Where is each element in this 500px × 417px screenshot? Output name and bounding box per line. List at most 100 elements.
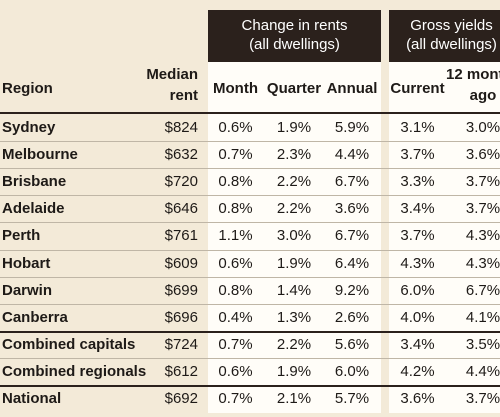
cell: 3.5% (465, 335, 500, 353)
cell: 0.7% (218, 146, 253, 164)
cell: 0.7% (218, 390, 253, 407)
cell: 6.0% (334, 362, 370, 380)
cell: 3.3% (400, 173, 435, 191)
cell: 4.4% (334, 146, 370, 164)
cell: 3.0% (276, 227, 312, 245)
row-rule (0, 168, 500, 170)
cell: 6.0% (400, 281, 435, 299)
cell: $699 (164, 281, 198, 299)
group-header: Gross yields (all dwellings) (389, 10, 500, 62)
cell: 3.6% (465, 146, 500, 164)
cell: $646 (164, 200, 198, 218)
row-label: Adelaide (2, 200, 65, 218)
header-rule (0, 112, 500, 114)
cell: 4.3% (400, 254, 435, 272)
cell: $612 (164, 362, 198, 380)
cell: 3.7% (400, 227, 435, 245)
row-rule (0, 357, 500, 359)
cell: 4.2% (400, 362, 435, 380)
row-rule (0, 303, 500, 305)
column-header: Current (390, 80, 445, 97)
cell: 3.7% (465, 173, 500, 191)
cell: 2.2% (276, 173, 312, 191)
data-panel (389, 62, 500, 414)
row-label: Sydney (2, 119, 56, 136)
cell: 0.6% (218, 362, 253, 380)
column-header: Month (213, 80, 258, 97)
row-rule (0, 385, 500, 387)
cell: 3.6% (400, 390, 435, 407)
column-header: Region (2, 80, 53, 97)
row-rule (0, 141, 500, 143)
column-header: Annual (326, 80, 378, 97)
cell: 3.4% (400, 200, 435, 218)
cell: 0.8% (218, 173, 253, 191)
row-label: Combined capitals (2, 335, 136, 353)
cell: 3.0% (465, 119, 500, 136)
cell: 9.2% (334, 281, 370, 299)
row-rule (0, 330, 500, 333)
cell: 3.7% (465, 390, 500, 407)
cell: 0.6% (218, 254, 253, 272)
column-header: 12 months (446, 66, 500, 83)
cell: 5.7% (334, 390, 370, 407)
cell: $724 (164, 335, 198, 353)
group-header-line: (all dwellings) (249, 36, 340, 53)
column-header: ago (469, 87, 497, 104)
column-header: Quarter (266, 80, 322, 97)
cell: $720 (164, 173, 198, 191)
cell: 1.1% (218, 227, 253, 245)
cell: $609 (164, 254, 198, 272)
cell: 0.7% (218, 335, 253, 353)
cell: 2.6% (334, 308, 370, 326)
cell: 3.7% (400, 146, 435, 164)
column-header: Median (146, 66, 198, 83)
group-header-line: Change in rents (241, 17, 348, 34)
cell: 1.9% (276, 362, 312, 380)
cell: 0.8% (218, 281, 253, 299)
cell: 6.7% (465, 281, 500, 299)
cell: 4.4% (465, 362, 500, 380)
row-label: Combined regionals (2, 362, 147, 380)
cell: 3.7% (465, 200, 500, 218)
cell: 2.3% (276, 146, 312, 164)
cell: $824 (164, 119, 198, 136)
cell: 5.6% (334, 335, 370, 353)
cell: 2.2% (276, 200, 312, 218)
cell: 4.1% (465, 308, 500, 326)
cell: 1.3% (276, 308, 312, 326)
cell: 3.6% (334, 200, 370, 218)
cell: 4.3% (465, 254, 500, 272)
cell: $761 (164, 227, 198, 245)
cell: 1.9% (276, 254, 312, 272)
cell: $692 (164, 390, 198, 407)
cell: $696 (164, 308, 198, 326)
cell: 3.4% (400, 335, 435, 353)
cell: 6.7% (334, 173, 370, 191)
cell: 2.1% (276, 390, 312, 407)
row-label: Perth (2, 227, 41, 245)
cell: 0.8% (218, 200, 253, 218)
cell: 1.9% (276, 119, 312, 136)
row-rule (0, 276, 500, 278)
row-rule (0, 222, 500, 224)
cell: 1.4% (276, 281, 312, 299)
data-panel (208, 62, 381, 414)
group-header-line: (all dwellings) (406, 36, 497, 53)
cell: 2.2% (276, 335, 312, 353)
cell: 6.4% (334, 254, 370, 272)
row-label: Darwin (2, 281, 53, 299)
column-header: rent (169, 87, 198, 104)
row-label: National (2, 390, 62, 407)
row-label: Hobart (2, 254, 51, 272)
cell: 3.1% (400, 119, 435, 136)
cell: 0.6% (218, 119, 253, 136)
row-rule (0, 195, 500, 197)
cell: 4.3% (465, 227, 500, 245)
cell: 0.4% (218, 308, 253, 326)
cell: 6.7% (334, 227, 370, 245)
row-label: Canberra (2, 308, 68, 326)
cell: $632 (164, 146, 198, 164)
row-label: Melbourne (2, 146, 78, 164)
